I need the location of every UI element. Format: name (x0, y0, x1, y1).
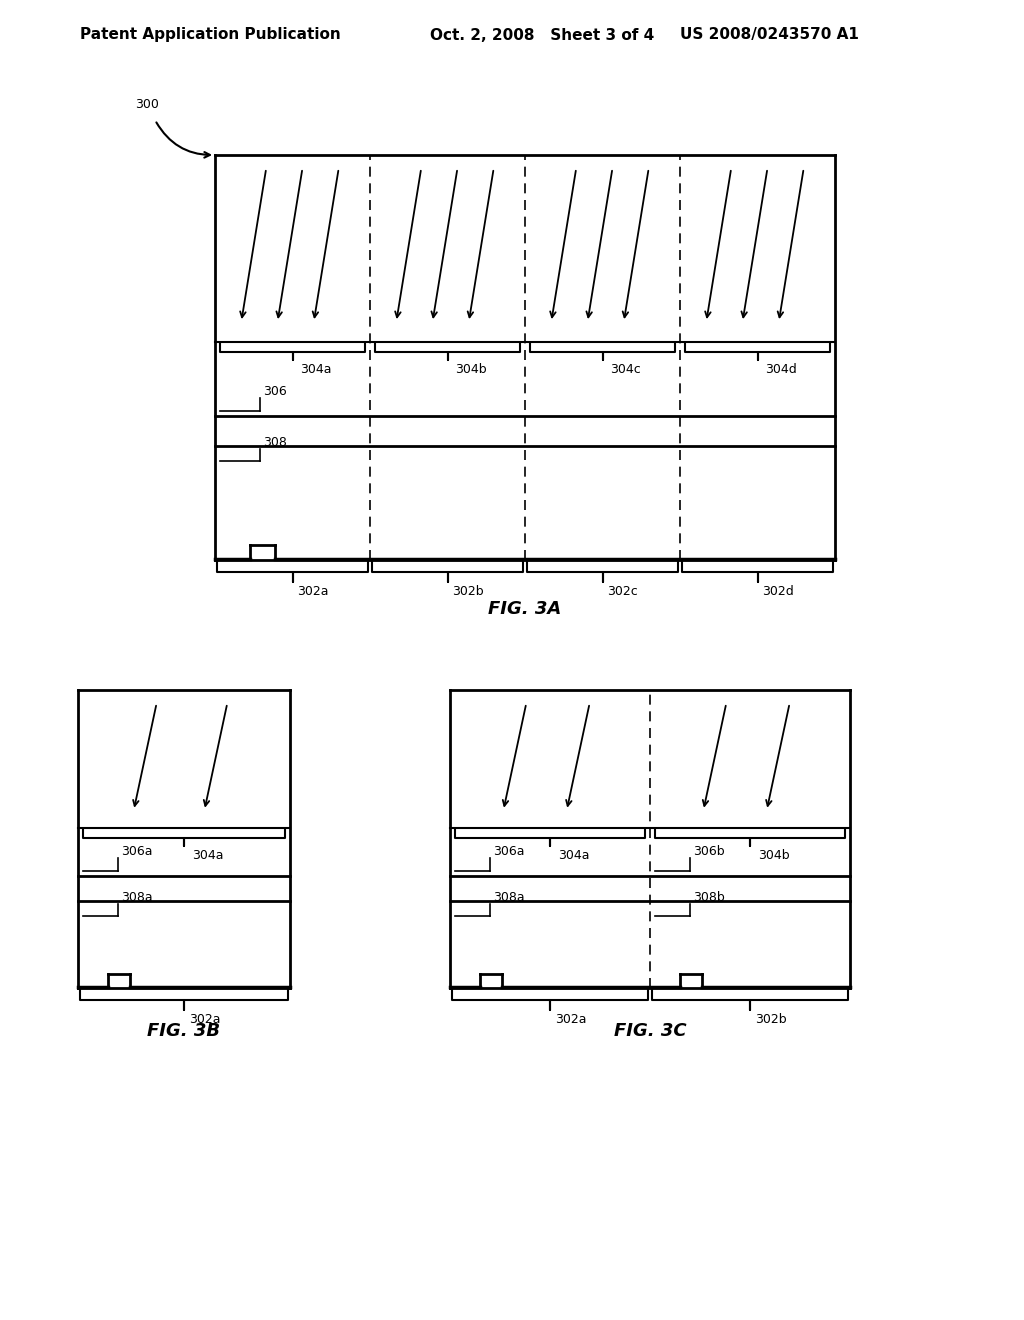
Text: FIG. 3C: FIG. 3C (613, 1022, 686, 1040)
Text: 308b: 308b (693, 891, 725, 904)
Text: 300: 300 (135, 99, 159, 111)
Text: 304a: 304a (558, 849, 590, 862)
Text: 304c: 304c (610, 363, 641, 376)
Text: FIG. 3B: FIG. 3B (147, 1022, 220, 1040)
Text: 304a: 304a (300, 363, 332, 376)
Text: 304b: 304b (758, 849, 790, 862)
Text: 306a: 306a (121, 845, 153, 858)
Text: 308: 308 (263, 437, 287, 449)
Text: 302d: 302d (763, 585, 795, 598)
Text: FIG. 3A: FIG. 3A (488, 601, 561, 618)
Text: 302a: 302a (555, 1012, 587, 1026)
Text: 302a: 302a (298, 585, 329, 598)
Text: 302c: 302c (607, 585, 638, 598)
Text: 304a: 304a (193, 849, 223, 862)
Text: 302b: 302b (755, 1012, 786, 1026)
Text: 302b: 302b (453, 585, 484, 598)
Text: Oct. 2, 2008   Sheet 3 of 4: Oct. 2, 2008 Sheet 3 of 4 (430, 28, 654, 42)
Text: Patent Application Publication: Patent Application Publication (80, 28, 341, 42)
Text: 304b: 304b (456, 363, 487, 376)
Text: 308a: 308a (493, 891, 524, 904)
Text: US 2008/0243570 A1: US 2008/0243570 A1 (680, 28, 859, 42)
Text: 306: 306 (263, 385, 287, 399)
Text: 304d: 304d (766, 363, 798, 376)
Text: 306a: 306a (493, 845, 524, 858)
Text: 308a: 308a (121, 891, 153, 904)
Text: 306b: 306b (693, 845, 725, 858)
Text: 302a: 302a (189, 1012, 220, 1026)
